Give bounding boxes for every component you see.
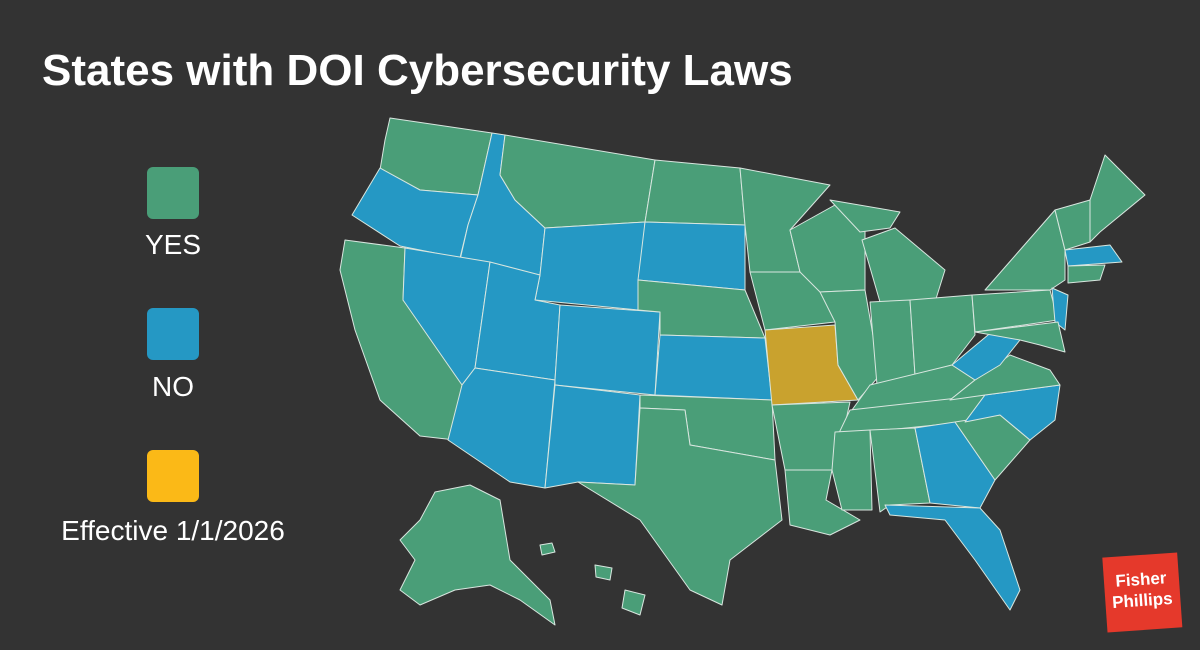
state: [554, 304, 661, 396]
legend-swatch: [147, 308, 199, 360]
state: [884, 504, 1021, 611]
legend-label: Effective 1/1/2026: [61, 515, 285, 546]
logo-box: [1102, 552, 1183, 633]
us-map: [339, 117, 1146, 626]
state: [539, 542, 556, 556]
state: [637, 221, 746, 291]
logo: Fisher Phillips: [1102, 552, 1183, 633]
state: [829, 199, 901, 233]
state: [1089, 154, 1146, 243]
state: [869, 427, 931, 513]
state: [869, 299, 916, 386]
state: [909, 294, 976, 376]
legend-swatch: [147, 167, 199, 219]
state: [644, 159, 746, 226]
legend: YES NO Effective 1/1/2026: [61, 167, 285, 546]
state: [594, 564, 613, 581]
state: [1067, 264, 1106, 284]
state: [534, 221, 646, 311]
state: [654, 334, 773, 401]
legend-label: NO: [152, 371, 194, 402]
state: [544, 384, 641, 489]
state: [861, 227, 946, 303]
state: [621, 589, 646, 616]
logo-text: Phillips: [1112, 589, 1174, 612]
state: [577, 407, 783, 606]
state: [1064, 244, 1123, 267]
legend-label: YES: [145, 229, 201, 260]
state: [399, 484, 556, 626]
legend-swatch: [147, 450, 199, 502]
state: [819, 289, 881, 401]
state: [831, 429, 873, 511]
state: [974, 321, 1066, 353]
state: [914, 421, 996, 509]
state: [1051, 287, 1069, 331]
title: States with DOI Cybersecurity Laws: [42, 46, 793, 95]
logo-text: Fisher: [1115, 568, 1168, 591]
